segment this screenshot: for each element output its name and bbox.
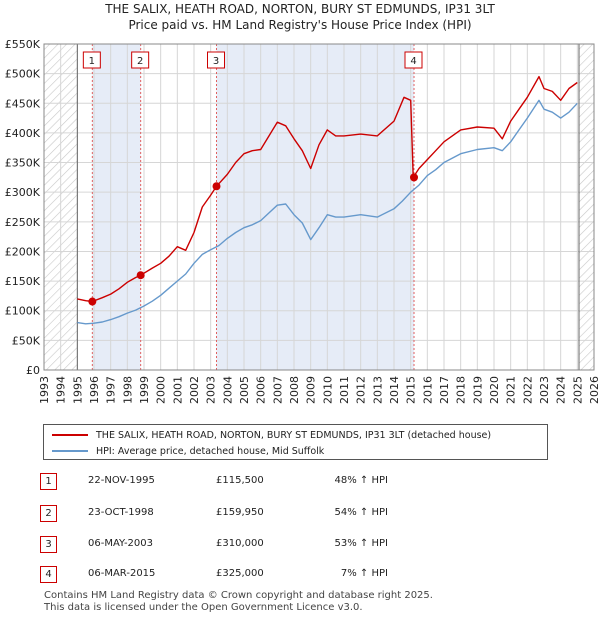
- x-tick-label: 2021: [505, 376, 518, 404]
- x-tick-label: 2006: [255, 376, 268, 404]
- sale-marker-label-box: [404, 51, 423, 69]
- y-tick-label: £100K: [5, 305, 41, 318]
- x-tick-label: 2026: [588, 376, 600, 404]
- y-tick-label: £300K: [5, 186, 41, 199]
- x-tick-label: 1999: [138, 376, 151, 404]
- transaction-hpi-diff: 7% ↑ HPI: [340, 568, 388, 579]
- y-tick-label: £150K: [5, 275, 41, 288]
- x-tick-label: 2000: [155, 376, 168, 404]
- sale-marker-label: 2: [137, 56, 143, 67]
- y-tick-label: £550K: [5, 38, 41, 51]
- plot-frame: [43, 43, 595, 371]
- transaction-hpi-diff: 53% ↑ HPI: [334, 538, 388, 549]
- sale-marker-label-box: [131, 51, 150, 69]
- y-tick-label: £250K: [5, 216, 41, 229]
- transaction-row: 3 06-MAY-2003 £310,000 53% ↑ HPI: [40, 536, 560, 554]
- transaction-number-badge: 3: [40, 536, 57, 553]
- transaction-row: 1 22-NOV-1995 £115,500 48% ↑ HPI: [40, 473, 560, 491]
- x-tick-label: 2020: [488, 376, 501, 404]
- legend-label-hpi: HPI: Average price, detached house, Mid …: [96, 445, 325, 457]
- transaction-hpi-diff: 48% ↑ HPI: [334, 475, 388, 486]
- x-tick-label: 2023: [538, 376, 551, 404]
- ownership-period-shade: [92, 44, 141, 370]
- legend-entry-hpi: HPI: Average price, detached house, Mid …: [52, 444, 324, 458]
- chart-legend: THE SALIX, HEATH ROAD, NORTON, BURY ST E…: [43, 424, 548, 460]
- x-tick-label: 2013: [371, 376, 384, 404]
- transaction-price: £159,950: [216, 507, 264, 518]
- x-tick-label: 2004: [221, 376, 234, 404]
- x-tick-label: 2002: [188, 376, 201, 404]
- x-tick-label: 2003: [205, 376, 218, 404]
- x-tick-label: 2022: [521, 376, 534, 404]
- property-series-line: [77, 75, 578, 303]
- x-tick-label: 2010: [321, 376, 334, 404]
- x-tick-label: 1994: [55, 376, 68, 404]
- transaction-number-badge: 1: [40, 473, 57, 490]
- y-tick-label: £50K: [12, 334, 41, 347]
- transaction-row: 4 06-MAR-2015 £325,000 7% ↑ HPI: [40, 566, 560, 584]
- legend-swatch-hpi: [52, 450, 88, 452]
- x-tick-label: 2017: [438, 376, 451, 404]
- x-tick-label: 2025: [571, 376, 584, 404]
- x-tick-label: 1998: [121, 376, 134, 404]
- x-tick-label: 1993: [38, 376, 51, 404]
- transaction-date: 23-OCT-1998: [88, 507, 154, 518]
- x-tick-label: 2012: [355, 376, 368, 404]
- transaction-row: 2 23-OCT-1998 £159,950 54% ↑ HPI: [40, 505, 560, 523]
- sale-marker-label: 4: [410, 56, 416, 67]
- transaction-date: 06-MAY-2003: [88, 538, 154, 549]
- sale-point: [410, 173, 418, 182]
- hatched-region-after-data: [579, 44, 594, 370]
- x-tick-label: 2015: [405, 376, 418, 404]
- footer-copyright: Contains HM Land Registry data © Crown c…: [44, 590, 433, 601]
- x-tick-label: 2011: [338, 376, 351, 404]
- chart-title: THE SALIX, HEATH ROAD, NORTON, BURY ST E…: [105, 2, 495, 16]
- x-tick-label: 2008: [288, 376, 301, 404]
- price-chart: 1 2 3 4 £0 £50K £100K £150K £200K £250K £300K £350…: [5, 38, 600, 404]
- legend-swatch-property: [52, 434, 88, 436]
- x-tick-label: 2001: [171, 376, 184, 404]
- hpi-series-line: [77, 99, 578, 325]
- y-tick-label: £350K: [5, 157, 41, 170]
- y-tick-label: £0: [26, 364, 40, 377]
- sale-marker-label-box: [82, 51, 101, 69]
- x-tick-label: 1995: [71, 376, 84, 404]
- y-tick-label: £450K: [5, 97, 41, 110]
- x-tick-label: 2007: [271, 376, 284, 404]
- y-tick-label: £500K: [5, 68, 41, 81]
- sale-point: [212, 182, 221, 191]
- transaction-number-badge: 4: [40, 566, 57, 583]
- y-tick-label: £400K: [5, 127, 41, 140]
- legend-entry-property: THE SALIX, HEATH ROAD, NORTON, BURY ST E…: [52, 428, 491, 442]
- transaction-hpi-diff: 54% ↑ HPI: [334, 507, 388, 518]
- transaction-date: 22-NOV-1995: [88, 475, 155, 486]
- sale-point: [136, 271, 145, 280]
- x-tick-label: 2009: [305, 376, 318, 404]
- x-tick-label: 1996: [88, 376, 101, 404]
- sale-marker-label-box: [207, 51, 225, 69]
- x-tick-label: 2016: [421, 376, 434, 404]
- ownership-period-shade: [216, 44, 414, 370]
- chart-subtitle: Price paid vs. HM Land Registry's House …: [128, 18, 472, 32]
- sale-marker-label: 1: [89, 56, 95, 67]
- x-tick-label: 2019: [471, 376, 484, 404]
- x-tick-label: 2005: [238, 376, 251, 404]
- transaction-price: £310,000: [216, 538, 264, 549]
- sale-point: [88, 297, 97, 306]
- transaction-number-badge: 2: [40, 505, 57, 522]
- x-tick-label: 2018: [455, 376, 468, 404]
- transaction-price: £115,500: [216, 475, 264, 486]
- transaction-date: 06-MAR-2015: [88, 568, 156, 579]
- y-tick-label: £200K: [5, 245, 41, 258]
- x-tick-label: 2024: [555, 376, 568, 404]
- x-tick-label: 2014: [388, 376, 401, 404]
- sale-marker-label: 3: [213, 56, 219, 67]
- footer-license: This data is licensed under the Open Gov…: [44, 602, 363, 613]
- legend-label-property: THE SALIX, HEATH ROAD, NORTON, BURY ST E…: [96, 429, 492, 441]
- transaction-price: £325,000: [216, 568, 264, 579]
- x-tick-label: 1997: [105, 376, 118, 404]
